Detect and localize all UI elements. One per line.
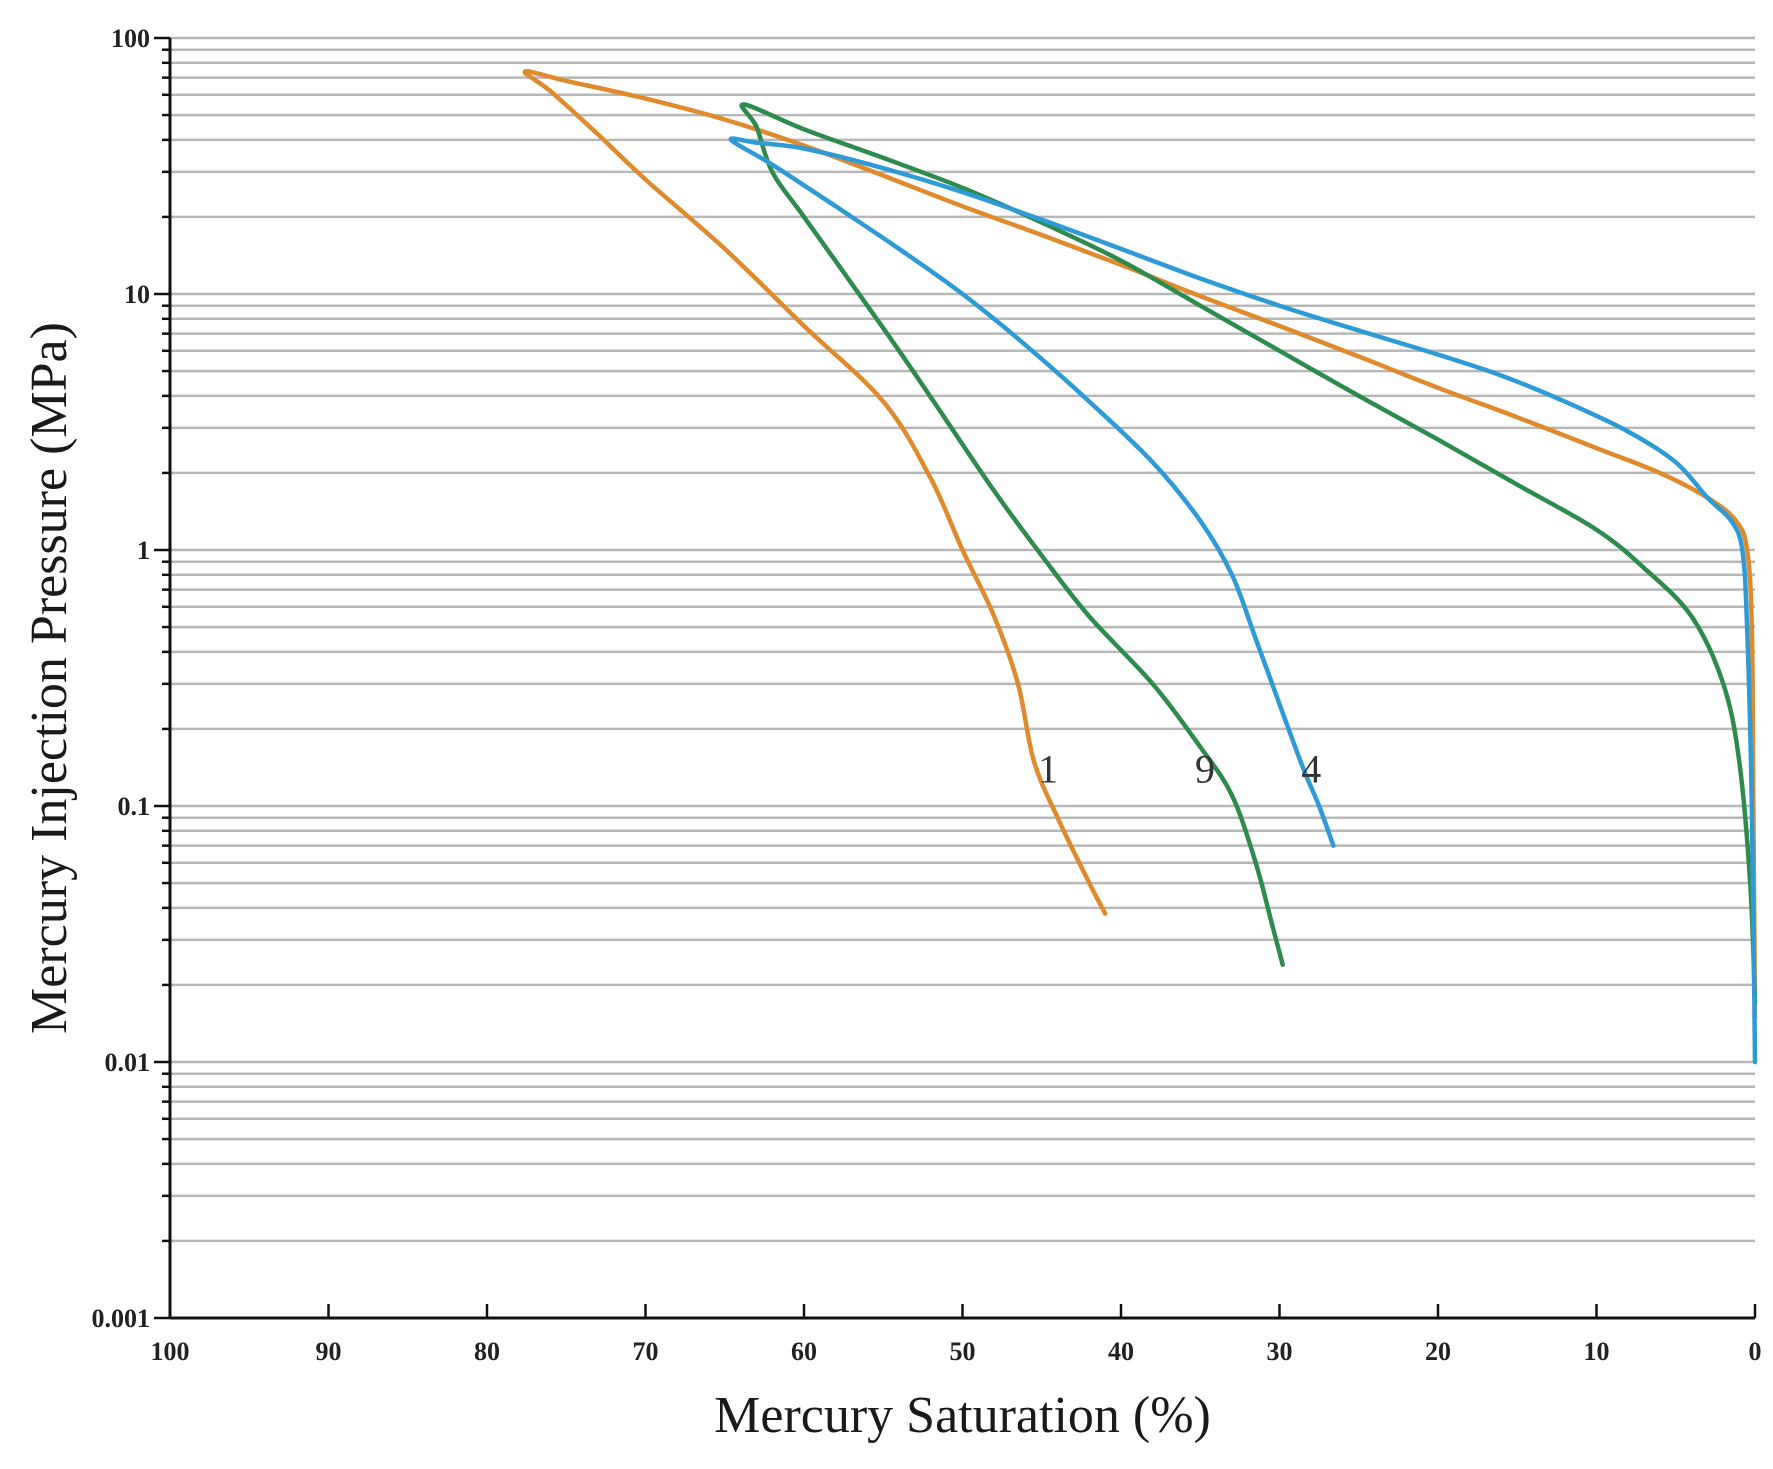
x-tick-label: 50 <box>950 1337 976 1366</box>
x-tick-label: 80 <box>474 1337 500 1366</box>
y-tick-label: 0.001 <box>92 1304 151 1333</box>
y-tick-label: 1 <box>137 536 150 565</box>
y-tick-label: 100 <box>111 24 150 53</box>
series-line-1 <box>522 68 1758 1020</box>
series-label-9: 9 <box>1195 747 1215 792</box>
x-axis-title: Mercury Saturation (%) <box>714 1387 1211 1444</box>
x-tick-label: 70 <box>633 1337 659 1366</box>
y-tick-label: 10 <box>124 280 150 309</box>
series-line-4 <box>728 136 1758 1065</box>
x-tick-label: 100 <box>151 1337 190 1366</box>
series-layer <box>522 68 1758 1065</box>
x-tick-label: 30 <box>1267 1337 1293 1366</box>
y-axis-title: Mercury Injection Pressure (MPa) <box>21 322 78 1034</box>
series-label-1: 1 <box>1038 747 1058 792</box>
series-label-4: 4 <box>1301 747 1321 792</box>
y-tick-label: 0.01 <box>105 1048 151 1077</box>
y-tick-label: 0.1 <box>118 792 151 821</box>
x-tick-label: 90 <box>316 1337 342 1366</box>
x-tick-label: 40 <box>1108 1337 1134 1366</box>
x-tick-label: 20 <box>1425 1337 1451 1366</box>
x-tick-label: 10 <box>1584 1337 1610 1366</box>
x-tick-label: 60 <box>791 1337 817 1366</box>
series-line-9 <box>739 102 1758 1006</box>
grid-lines <box>170 36 1755 1320</box>
x-tick-label: 0 <box>1749 1337 1762 1366</box>
series-labels: 1 9 4 <box>1038 747 1321 792</box>
